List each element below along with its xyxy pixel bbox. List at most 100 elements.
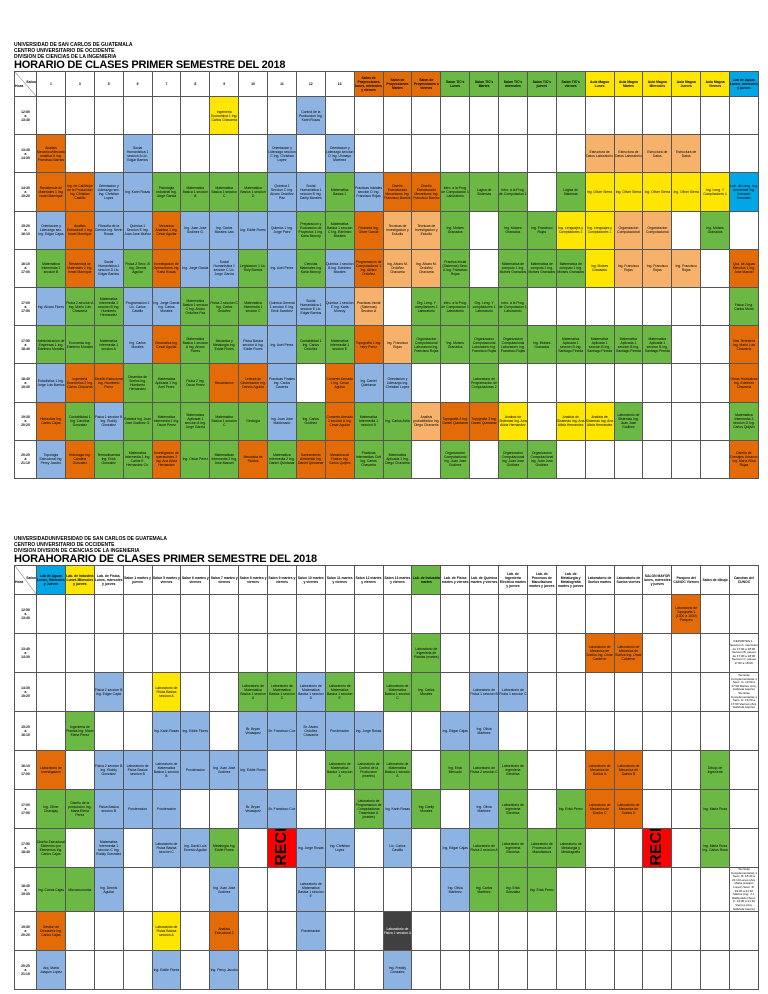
class-cell: [411, 439, 442, 479]
class-cell: Ing. Moises Granados: [584, 248, 615, 288]
class-cell: [700, 363, 730, 403]
class-cell: [700, 248, 730, 288]
class-cell: [180, 911, 211, 952]
class-cell: [267, 750, 297, 790]
class-cell: DERECHO: [642, 828, 673, 868]
class-cell: [295, 950, 326, 991]
class-cell: Matematica Intermedia 1 seccion C: [238, 286, 268, 327]
schedule-title: HORARIO DE CLASES PRIMER SEMESTRE DEL 20…: [14, 59, 286, 71]
class-cell: Organizacion Computacional Ing. Juan Jos…: [440, 439, 471, 479]
class-cell: Ingenieria de Plantas Ing. Mario Elena P…: [64, 711, 95, 751]
time-cell: 20:20 a 21:10: [14, 439, 37, 479]
column-header: Salon 12 martes y viernes: [353, 565, 384, 595]
class-cell: Matematica Basica 1 seccion C: [209, 172, 240, 212]
class-cell: [642, 711, 673, 751]
column-header: Salon de Proyecciones a viernes: [411, 71, 442, 97]
class-cell: [353, 866, 384, 913]
class-cell: [209, 711, 240, 751]
class-cell: [353, 950, 384, 991]
class-cell: Matematica de computo 1 Ing. Moises Gran…: [555, 248, 586, 288]
class-cell: [440, 633, 471, 673]
class-cell: [671, 950, 702, 991]
class-cell: Ing. Dennis Aguilar: [93, 866, 124, 913]
schedule-row: 14:30 a 15:20 Resistencia de Materiales 1 I…: [14, 172, 759, 212]
class-cell: Ing. Eddie Flores: [238, 210, 268, 250]
class-cell: Fisica 2 seccion A Ing. Marlo Luis Chava…: [64, 286, 95, 327]
class-cell: Ciencias Materiales Ing. Karla Monroy: [295, 248, 326, 288]
class-cell: Investigacion de operaciones 2 Ing. Ana …: [151, 439, 182, 479]
division-name: DIVISION DE CIENCIAS DE LA INGENIERIA: [14, 54, 117, 60]
class-cell: Laboratorio de Mecanica de Suelos A: [584, 750, 615, 790]
class-cell: Obras Hidraulicas Ing. Edelmiro Chavarri…: [729, 363, 759, 403]
derecho-label: DERECHO: [273, 830, 290, 867]
schedule-table-1: Salon Hora 1 3 5 6 7 8 9 10 11 12 13 Salon de Proyecc…: [14, 71, 759, 479]
class-cell: Investigacion de Operaciones Ing. Karla …: [151, 248, 182, 288]
class-cell: [295, 134, 326, 174]
class-cell: [180, 95, 211, 136]
class-cell: Organizacion Computacional Ing. Juan Jos…: [526, 439, 557, 479]
class-cell: [238, 594, 268, 634]
class-cell: [555, 286, 586, 327]
time-cell: 20:20 a 21:10: [14, 950, 37, 991]
class-cell: Ing. Francisco Rojas: [671, 248, 702, 288]
corner-cell: Salon Hora: [14, 565, 37, 595]
class-cell: Lic. Carlos Castillo: [382, 828, 413, 868]
class-cell: Ing. Jorge Rosas: [295, 828, 326, 868]
class-cell: [584, 672, 615, 712]
class-cell: [555, 711, 586, 751]
class-cell: Laboratorio de Control de la Produccion …: [353, 750, 384, 790]
class-cell: Geomatica Ing. Cesar Aguilar: [151, 325, 182, 365]
class-cell: Filosofia de la Ciencia Ing. Kevin Rosas: [93, 210, 124, 250]
column-header: Salon 6 martes y viernes: [180, 565, 211, 595]
class-cell: Laboratorio de Ingenieria Electrica: [498, 789, 528, 829]
class-cell: Orientacion y Liderazgo Ing. Christian L…: [382, 363, 413, 403]
column-header: Salon 10 martes y viernes: [295, 565, 326, 595]
schedule-sheet-2: UNIVERSIDADUNIVERSIDAD DE SAN CARLOS DE …: [14, 536, 759, 991]
class-cell: [36, 633, 66, 673]
column-header: 12: [295, 71, 326, 97]
class-cell: Ing. Maria Rosa Ing. Carlos Rosa: [700, 828, 730, 868]
class-cell: Laboratorio de Fisica Basica seccion B: [122, 750, 153, 790]
class-cell: [700, 711, 730, 751]
class-cell: Estatica Ing. Juan Jose Godinez G.: [122, 401, 153, 441]
header-row: Salon Hora 1 3 5 6 7 8 9 10 11 12 13 Salon de Proyecc…: [14, 71, 759, 97]
class-cell: [440, 363, 471, 403]
class-cell: [324, 633, 355, 673]
class-cell: Intro. a la Prog. de Computacion 1 Labor…: [440, 286, 471, 327]
class-cell: [382, 286, 413, 327]
time-cell: 14:30 a 15:20: [14, 172, 37, 212]
class-cell: Vias Terrestres Ing. Marlo Luis Chavarri…: [729, 325, 759, 365]
class-cell: Ing. Carlos Avila: [382, 401, 413, 441]
class-cell: Matematica Aplicada 1 seccion B Ing. San…: [642, 325, 673, 365]
class-cell: Matematica Intermedia 3 seccion D Ing. C…: [729, 401, 759, 441]
column-header: Aula Magna Jueves: [671, 71, 702, 97]
class-cell: Br. Bryan Velasquez: [238, 711, 268, 751]
class-cell: [555, 911, 586, 952]
class-cell: [498, 594, 528, 634]
class-cell: [700, 911, 730, 952]
class-cell: [64, 633, 95, 673]
time-cell: 18:40 a 19:30: [14, 866, 37, 913]
class-cell: [151, 134, 182, 174]
class-cell: [382, 134, 413, 174]
class-cell: Ing. Olivia Martinez: [469, 789, 499, 829]
class-cell: [671, 633, 702, 673]
class-cell: Concreto Armado 2 seccion A Ing. Cesar A…: [324, 401, 355, 441]
class-cell: Laboratorio de Fisica Basica seccion C: [151, 828, 182, 868]
schedule-row: 18:40 a 19:30 Ing. Carlos Cajas Microeconomi…: [14, 866, 759, 913]
class-cell: [382, 711, 413, 751]
column-header: Salon 8 martes y viernes: [238, 565, 268, 595]
class-cell: Br. Alvaro Ordoñez Chavarria: [295, 711, 326, 751]
class-cell: Matematica Basica 1 seccion D: [238, 172, 268, 212]
column-header: 6: [122, 71, 153, 97]
class-cell: [353, 672, 384, 712]
class-cell: [700, 325, 730, 365]
class-cell: [440, 594, 471, 634]
class-cell: Laboratorio de Fisica Basica seccion A: [151, 672, 182, 712]
column-header: Aula Magna Lunes: [584, 71, 615, 97]
class-cell: [584, 286, 615, 327]
class-cell: Intro. a la Prog. de Computacion 1: [498, 172, 528, 212]
class-cell: [555, 439, 586, 479]
class-cell: Programacion 1 Lic. Carlos Castillo: [122, 286, 153, 327]
class-cell: [555, 134, 586, 174]
